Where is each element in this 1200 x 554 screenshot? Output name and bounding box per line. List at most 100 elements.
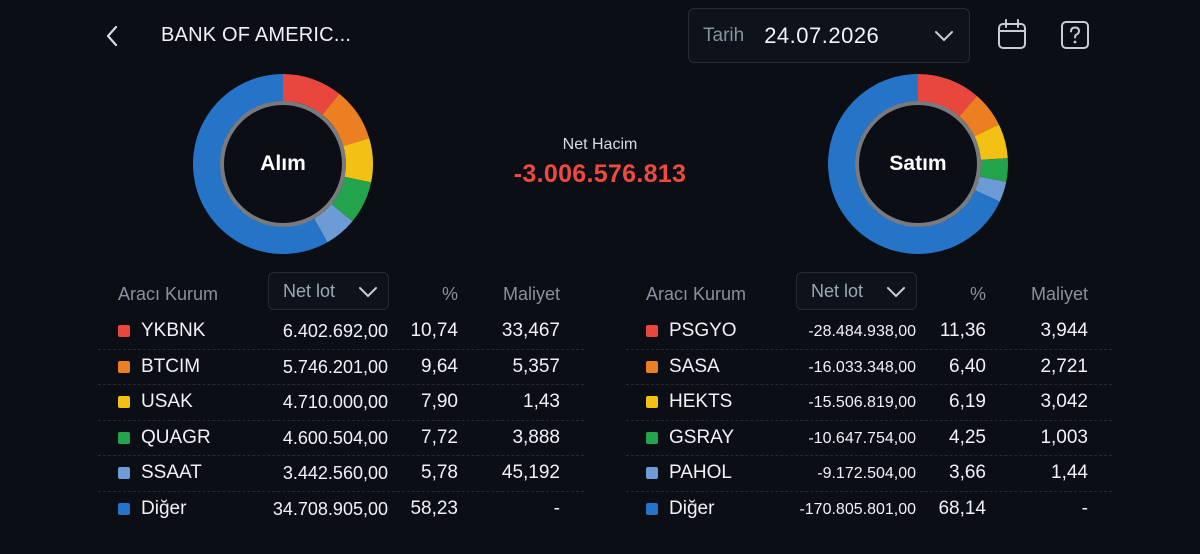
cost: 1,44 (1051, 462, 1088, 483)
broker-name: SASA (669, 355, 720, 377)
cost: 1,43 (523, 391, 560, 412)
date-label: Tarih (703, 24, 745, 46)
date-picker[interactable]: Tarih 24.07.2026 (688, 8, 970, 63)
broker-name: SSAAT (141, 462, 202, 483)
table-row[interactable]: YKBNK 6.402.692,00 10,74 33,467 (98, 314, 584, 350)
chevron-down-icon (359, 287, 377, 297)
percent: 68,14 (938, 497, 986, 519)
table-row[interactable]: QUAGR 4.600.504,00 7,72 3,888 (98, 421, 584, 456)
cost-column-header: Maliyet (502, 284, 560, 304)
table-row[interactable]: BTCIM 5.746.201,00 9,64 5,357 (98, 350, 584, 385)
cost: - (553, 497, 560, 519)
help-question-icon (1061, 21, 1089, 49)
donut-slice-quagr (331, 176, 372, 222)
legend-swatch (646, 360, 658, 373)
net-volume-value: -3.006.576.813 (513, 160, 687, 188)
legend-swatch (646, 396, 658, 408)
donut-slice-diğer (193, 74, 328, 254)
help-button[interactable] (1058, 18, 1092, 52)
buy-table-header: Aracı Kurum Net lot % Maliyet (98, 272, 584, 314)
percent: 7,90 (421, 391, 458, 412)
net-lot: 6.402.692,00 (282, 321, 388, 341)
percent-column-header: % (442, 284, 459, 304)
legend-swatch (118, 325, 130, 337)
cost: 3,944 (1040, 320, 1088, 341)
percent: 6,40 (949, 355, 986, 377)
net-lot: -170.805.801,00 (799, 500, 916, 518)
donut-slice-pahol (975, 176, 1007, 202)
donut-hole (860, 106, 976, 222)
cost: 33,467 (501, 320, 560, 341)
sell-table-header: Aracı Kurum Net lot % Maliyet (626, 272, 1112, 314)
net-lot: 34.708.905,00 (272, 498, 388, 519)
net-lot: 5.746.201,00 (282, 356, 388, 377)
buy-sort-dropdown[interactable]: Net lot (268, 272, 389, 310)
donut-slice-gsray (979, 158, 1008, 182)
donut-hole (225, 106, 341, 222)
percent: 7,72 (421, 426, 458, 448)
page-title: BANK OF AMERIC... (161, 24, 352, 46)
donut-slice-ssaat (314, 204, 353, 243)
calendar-icon (998, 19, 1026, 49)
broker-name: PSGYO (669, 320, 737, 341)
net-volume-label: Net Hacim (562, 136, 638, 153)
table-row[interactable]: SSAAT 3.442.560,00 5,78 45,192 (98, 456, 584, 492)
legend-swatch (118, 467, 130, 479)
legend-swatch (118, 431, 130, 444)
legend-swatch (646, 502, 658, 515)
donut-slice-btcim (322, 93, 370, 146)
table-row[interactable]: Diğer -170.805.801,00 68,14 - (626, 492, 1112, 528)
cost: 3,888 (512, 426, 560, 448)
table-row[interactable]: PSGYO -28.484.938,00 11,36 3,944 (626, 314, 1112, 350)
donut-slice-hekts (974, 124, 1008, 160)
percent: 9,64 (421, 355, 458, 377)
donut-slice-usak (343, 138, 373, 183)
table-row[interactable]: USAK 4.710.000,00 7,90 1,43 (98, 385, 584, 421)
percent: 4,25 (949, 426, 986, 448)
legend-swatch (118, 502, 130, 515)
broker-name: PAHOL (669, 462, 733, 483)
percent: 11,36 (939, 320, 986, 341)
broker-name: Diğer (141, 497, 187, 519)
cost-column-header: Maliyet (1030, 284, 1088, 304)
table-row[interactable]: GSRAY -10.647.754,00 4,25 1,003 (626, 421, 1112, 456)
sell-donut-label: Satım (889, 152, 947, 175)
table-row[interactable]: PAHOL -9.172.504,00 3,66 1,44 (626, 456, 1112, 492)
buy-donut-chart: Alım (192, 73, 374, 255)
cost: 45,192 (501, 462, 560, 483)
percent: 10,74 (410, 320, 458, 341)
cost: 2,721 (1040, 355, 1088, 377)
table-row[interactable]: Diğer 34.708.905,00 58,23 - (98, 492, 584, 528)
chevron-down-icon (935, 31, 953, 41)
legend-swatch (646, 467, 658, 479)
net-lot: 4.600.504,00 (282, 427, 388, 448)
percent: 58,23 (410, 497, 458, 519)
net-lot: -10.647.754,00 (808, 429, 916, 447)
net-lot: -28.484.938,00 (808, 323, 916, 340)
broker-name: QUAGR (141, 426, 211, 448)
back-button[interactable] (100, 22, 124, 50)
calendar-button[interactable] (995, 18, 1029, 52)
percent: 3,66 (949, 462, 986, 483)
chevron-down-icon (887, 287, 905, 297)
sell-table: Aracı Kurum Net lot % Maliyet PSGYO -28.4… (626, 272, 1112, 527)
net-lot: 3.442.560,00 (282, 463, 388, 483)
cost: 5,357 (512, 355, 560, 377)
table-row[interactable]: HEKTS -15.506.819,00 6,19 3,042 (626, 385, 1112, 421)
date-value: 24.07.2026 (764, 22, 880, 48)
sell-sort-dropdown[interactable]: Net lot (796, 272, 917, 310)
net-lot: -16.033.348,00 (808, 358, 916, 376)
sort-dropdown-label: Net lot (283, 280, 336, 301)
legend-swatch (118, 360, 130, 373)
net-lot: 4.710.000,00 (282, 392, 388, 412)
broker-column-header: Aracı Kurum (118, 284, 219, 304)
chevron-left-icon (106, 25, 118, 47)
broker-name: YKBNK (141, 320, 206, 341)
percent: 5,78 (421, 462, 458, 483)
sort-dropdown-label: Net lot (811, 280, 864, 301)
cost: 1,003 (1040, 426, 1088, 448)
net-lot: -15.506.819,00 (808, 394, 916, 411)
table-row[interactable]: SASA -16.033.348,00 6,40 2,721 (626, 350, 1112, 385)
broker-column-header: Aracı Kurum (646, 284, 747, 304)
legend-swatch (646, 431, 658, 444)
